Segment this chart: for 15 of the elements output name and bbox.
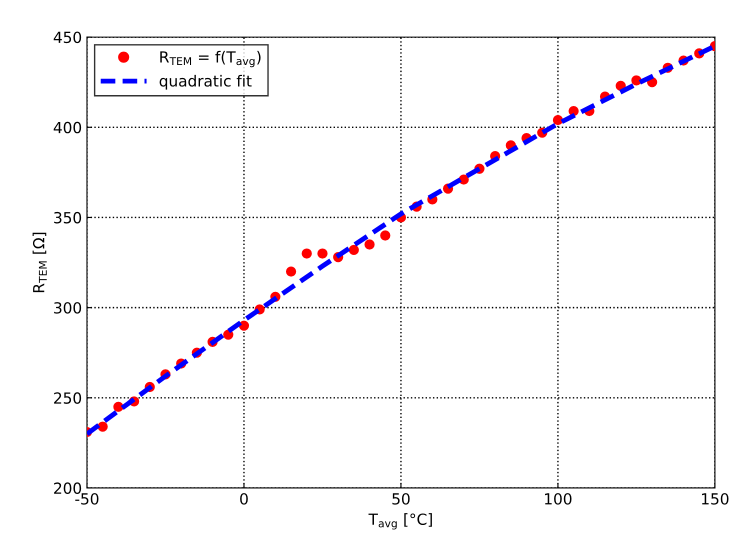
y-tick-label: 350 — [54, 212, 82, 224]
y-axis-title: R$_{TEM}$ [Ω] — [32, 232, 47, 292]
x-tick-label: 0 — [240, 493, 248, 505]
y-tick-label: 200 — [54, 482, 82, 494]
x-tick-label: -50 — [75, 493, 98, 505]
x-tick-label: 150 — [702, 493, 728, 505]
x-tick-label: 100 — [545, 493, 572, 505]
y-tick-label: 250 — [54, 392, 82, 404]
legend-label: R$_{TEM}$ = f(T$_{avg}$) — [160, 50, 261, 68]
y-tick-label: 400 — [54, 122, 82, 134]
legend-label: quadratic fit — [160, 74, 252, 90]
x-axis-title: T$_{avg}$ [°C] — [368, 513, 432, 530]
x-tick-label: 50 — [392, 493, 410, 505]
y-tick-label: 300 — [54, 302, 82, 314]
y-tick-label: 450 — [54, 32, 82, 44]
